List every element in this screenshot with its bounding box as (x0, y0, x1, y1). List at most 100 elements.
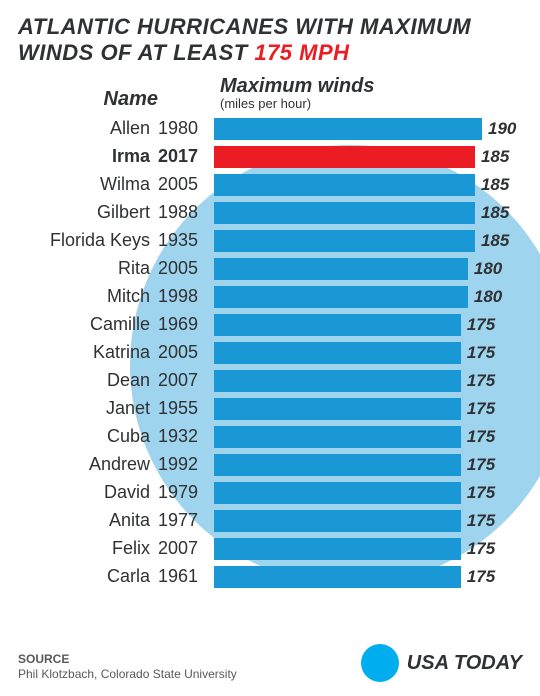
row-bar-area: 175 (214, 367, 522, 395)
row-bar (214, 510, 461, 532)
row-year: 2007 (158, 370, 214, 391)
row-name: Anita (18, 510, 158, 531)
row-bar-area: 175 (214, 563, 522, 591)
row-name: Irma (18, 146, 158, 167)
table-row: Florida Keys1935 185 (18, 227, 522, 255)
row-year: 1998 (158, 286, 214, 307)
row-bar (214, 426, 461, 448)
row-bar-area: 180 (214, 283, 522, 311)
row-year: 1992 (158, 454, 214, 475)
row-value: 175 (461, 483, 495, 503)
title-line1: ATLANTIC HURRICANES WITH MAXIMUM (18, 14, 522, 40)
row-value: 185 (475, 147, 509, 167)
row-year: 1961 (158, 566, 214, 587)
row-bar-area: 185 (214, 143, 522, 171)
row-bar (214, 118, 482, 140)
row-year: 1932 (158, 426, 214, 447)
row-year: 1988 (158, 202, 214, 223)
table-row: Mitch1998180 (18, 283, 522, 311)
row-year: 2007 (158, 538, 214, 559)
row-name: Katrina (18, 342, 158, 363)
row-bar (214, 174, 475, 196)
table-row: Camille1969175 (18, 311, 522, 339)
row-name: Andrew (18, 454, 158, 475)
table-row: Anita1977 175 (18, 507, 522, 535)
row-year: 2017 (158, 146, 214, 167)
row-bar-area: 175 (214, 507, 522, 535)
table-row: Irma2017 185 (18, 143, 522, 171)
row-value: 185 (475, 203, 509, 223)
row-year: 1935 (158, 230, 214, 251)
row-value: 175 (461, 315, 495, 335)
row-bar (214, 314, 461, 336)
row-value: 185 (475, 231, 509, 251)
title-line2: WINDS OF AT LEAST 175 MPH (18, 40, 522, 66)
source-block: SOURCE Phil Klotzbach, Colorado State Un… (18, 652, 237, 682)
row-bar-area: 190 (214, 115, 522, 143)
row-name: Gilbert (18, 202, 158, 223)
row-bar-area: 175 (214, 479, 522, 507)
row-value: 180 (468, 287, 502, 307)
row-value: 175 (461, 455, 495, 475)
table-row: Katrina2005 175 (18, 339, 522, 367)
row-bar-area: 175 (214, 423, 522, 451)
row-bar-area: 185 (214, 227, 522, 255)
row-bar-area: 185 (214, 171, 522, 199)
title-line2-accent: 175 MPH (254, 40, 349, 65)
row-year: 1980 (158, 118, 214, 139)
row-year: 1979 (158, 482, 214, 503)
row-name: Camille (18, 314, 158, 335)
row-name: Wilma (18, 174, 158, 195)
table-row: Janet1955175 (18, 395, 522, 423)
row-value: 175 (461, 343, 495, 363)
header-wind-sub: (miles per hour) (220, 97, 522, 111)
row-value: 175 (461, 511, 495, 531)
row-bar-area: 175 (214, 395, 522, 423)
row-value: 175 (461, 567, 495, 587)
row-bar-area: 175 (214, 311, 522, 339)
row-bar (214, 230, 475, 252)
row-bar (214, 566, 461, 588)
row-value: 185 (475, 175, 509, 195)
table-row: Gilbert1988 185 (18, 199, 522, 227)
row-value: 190 (482, 119, 516, 139)
source-label: SOURCE (18, 652, 237, 667)
row-name: David (18, 482, 158, 503)
row-name: Florida Keys (18, 230, 158, 251)
row-name: Carla (18, 566, 158, 587)
table-row: Cuba1932175 (18, 423, 522, 451)
header-wind: Maximum winds (miles per hour) (214, 76, 522, 111)
row-name: Janet (18, 398, 158, 419)
row-value: 175 (461, 399, 495, 419)
brand: USA TODAY (361, 644, 522, 682)
row-year: 2005 (158, 258, 214, 279)
table-row: Carla1961 175 (18, 563, 522, 591)
row-year: 2005 (158, 342, 214, 363)
row-bar-area: 175 (214, 535, 522, 563)
row-bar (214, 398, 461, 420)
column-headers: Name Maximum winds (miles per hour) (0, 74, 540, 115)
table-row: Andrew1992 175 (18, 451, 522, 479)
row-bar (214, 202, 475, 224)
row-bar-area: 180 (214, 255, 522, 283)
row-bar (214, 454, 461, 476)
row-bar-area: 175 (214, 451, 522, 479)
row-bar (214, 258, 468, 280)
chart-rows: Allen1980190Irma2017185Wilma2005185Gilbe… (0, 115, 540, 591)
table-row: Rita2005180 (18, 255, 522, 283)
row-name: Cuba (18, 426, 158, 447)
header-wind-label: Maximum winds (220, 75, 374, 97)
row-bar (214, 538, 461, 560)
table-row: David1979 175 (18, 479, 522, 507)
brand-dot-icon (361, 644, 399, 682)
row-value: 175 (461, 371, 495, 391)
row-year: 2005 (158, 174, 214, 195)
source-text: Phil Klotzbach, Colorado State Universit… (18, 667, 237, 682)
table-row: Wilma2005 185 (18, 171, 522, 199)
row-year: 1977 (158, 510, 214, 531)
row-bar-area: 185 (214, 199, 522, 227)
row-value: 175 (461, 539, 495, 559)
table-row: Allen1980190 (18, 115, 522, 143)
row-bar (214, 370, 461, 392)
brand-text: USA TODAY (407, 652, 522, 675)
